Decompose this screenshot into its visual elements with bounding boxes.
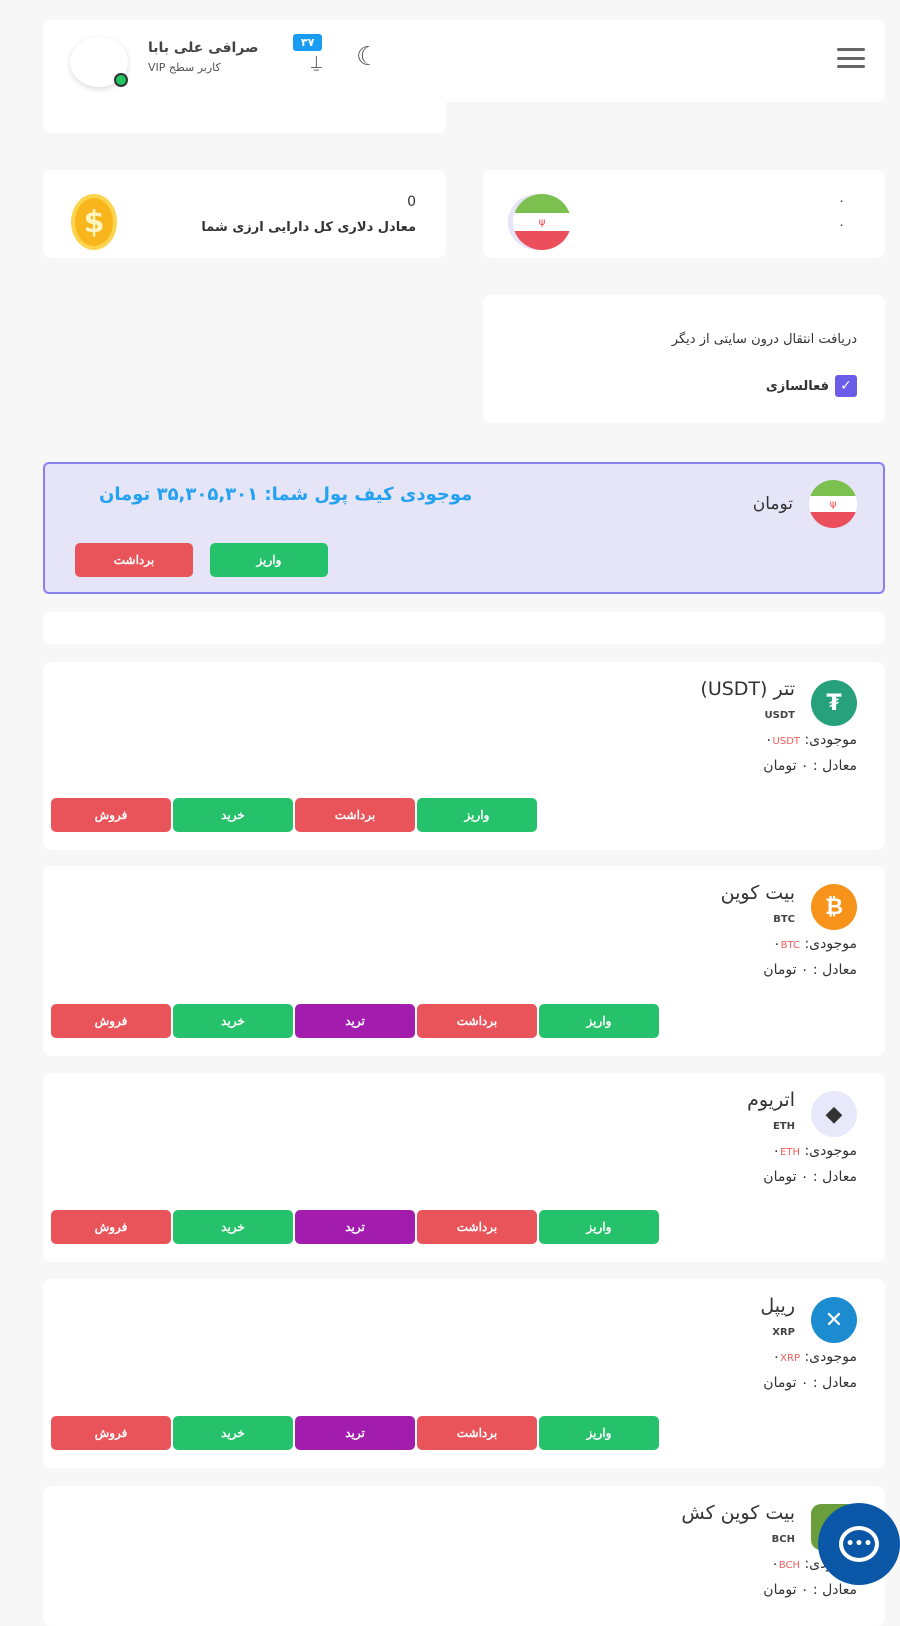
coin-card-btc: ₿ بیت کوین BTC موجودی: ۰BTC معادل : ۰ تو… bbox=[43, 866, 885, 1056]
iran-flag-icon: ψ bbox=[513, 194, 571, 250]
balance-symbol: BTC bbox=[780, 940, 801, 951]
header-bar: صرافی علی بابا کاربر سطح VIP ⍊ ۳۷ ☾ bbox=[43, 20, 885, 102]
user-name: صرافی علی بابا bbox=[148, 40, 259, 56]
coin-action-button[interactable]: واریز bbox=[417, 798, 537, 832]
coin-action-button[interactable]: ترید bbox=[295, 1210, 415, 1244]
dark-mode-icon[interactable]: ☾ bbox=[356, 42, 380, 72]
balance-label: موجودی: bbox=[804, 936, 857, 952]
checkbox-checked-icon[interactable]: ✓ bbox=[835, 375, 857, 397]
coin-equivalent: معادل : ۰ تومان bbox=[763, 1582, 857, 1598]
coin-symbol: BTC bbox=[773, 914, 795, 925]
coin-action-button[interactable]: فروش bbox=[51, 798, 171, 832]
coin-action-button[interactable]: برداشت bbox=[295, 798, 415, 832]
coin-card-usdt: ₮ تتر (USDT) USDT موجودی: ۰USDT معادل : … bbox=[43, 662, 885, 850]
coin-action-button[interactable]: خرید bbox=[173, 1416, 293, 1450]
balance-symbol: XRP bbox=[780, 1353, 801, 1364]
balance-symbol: BCH bbox=[778, 1560, 801, 1571]
coin-equivalent: معادل : ۰ تومان bbox=[763, 1375, 857, 1391]
internal-transfer-card: دریافت انتقال درون سایتی از دیگر ✓ فعالس… bbox=[483, 295, 885, 423]
avatar[interactable] bbox=[70, 37, 128, 87]
dollar-label: معادل دلاری کل دارایی ارزی شما bbox=[201, 220, 416, 235]
coin-card-xrp: ✕ ریپل XRP موجودی: ۰XRP معادل : ۰ تومان و… bbox=[43, 1279, 885, 1468]
balance-symbol: USDT bbox=[772, 736, 801, 747]
toman-deposit-button[interactable]: واریز bbox=[210, 543, 328, 577]
balance-zero: ۰ bbox=[771, 1556, 779, 1572]
toman-wallet-card: ψ تومان موجودی کیف پول شما: ۳۵,۳۰۵,۳۰۱ ت… bbox=[43, 462, 885, 594]
coin-action-button[interactable]: فروش bbox=[51, 1416, 171, 1450]
chat-bubble-icon: ••• bbox=[839, 1526, 879, 1562]
balance-label: موجودی: bbox=[804, 732, 857, 748]
toman-summary-card: ψ ۰ ۰ bbox=[483, 170, 885, 258]
online-status-icon bbox=[114, 73, 128, 87]
coin-action-button[interactable]: واریز bbox=[539, 1416, 659, 1450]
wallet-currency: تومان bbox=[752, 494, 793, 514]
coin-balance: موجودی: ۰BTC bbox=[773, 936, 857, 952]
coin-action-button[interactable]: ترید bbox=[295, 1004, 415, 1038]
coin-action-button[interactable]: واریز bbox=[539, 1004, 659, 1038]
coin-symbol: BCH bbox=[771, 1534, 795, 1545]
usdt-logo-icon: ₮ bbox=[811, 680, 857, 726]
coin-action-button[interactable]: برداشت bbox=[417, 1416, 537, 1450]
coin-card-bch: بیت کوین کش BCH موجودی: ۰BCH معادل : ۰ ت… bbox=[43, 1486, 885, 1626]
btc-logo-icon: ₿ bbox=[811, 884, 857, 930]
xrp-logo-icon: ✕ bbox=[811, 1297, 857, 1343]
empty-card bbox=[43, 612, 885, 644]
coin-action-button[interactable]: واریز bbox=[539, 1210, 659, 1244]
toman-withdraw-button[interactable]: برداشت bbox=[75, 543, 193, 577]
support-chat-button[interactable]: ••• bbox=[818, 1503, 900, 1585]
coin-name: بیت کوین کش bbox=[681, 1502, 795, 1524]
notification-count: ۳۷ bbox=[293, 34, 323, 51]
coin-action-button[interactable]: فروش bbox=[51, 1210, 171, 1244]
toman-summary-value-2: ۰ bbox=[838, 218, 845, 233]
balance-label: موجودی: bbox=[804, 1349, 857, 1365]
coin-action-button[interactable]: خرید bbox=[173, 1004, 293, 1038]
transfer-title: دریافت انتقال درون سایتی از دیگر bbox=[671, 332, 857, 347]
dollar-summary-card: $ 0 معادل دلاری کل دارایی ارزی شما bbox=[43, 170, 446, 258]
notification-button[interactable]: ⍊ ۳۷ bbox=[293, 34, 343, 74]
balance-symbol: ETH bbox=[780, 1147, 801, 1158]
coin-symbol: XRP bbox=[772, 1327, 795, 1338]
coin-equivalent: معادل : ۰ تومان bbox=[763, 758, 857, 774]
coin-action-button[interactable]: خرید bbox=[173, 1210, 293, 1244]
coin-action-button[interactable]: برداشت bbox=[417, 1210, 537, 1244]
coin-symbol: USDT bbox=[764, 710, 795, 721]
coin-symbol: ETH bbox=[772, 1121, 795, 1132]
balance-label: موجودی: bbox=[804, 1143, 857, 1159]
coin-name: ریپل bbox=[760, 1295, 795, 1317]
balance-zero: ۰ bbox=[773, 936, 781, 952]
coin-card-eth: ◆ اتریوم ETH موجودی: ۰ETH معادل : ۰ توما… bbox=[43, 1073, 885, 1262]
coin-balance: موجودی: ۰XRP bbox=[773, 1349, 857, 1365]
coin-action-button[interactable]: برداشت bbox=[417, 1004, 537, 1038]
coin-name: بیت کوین bbox=[720, 882, 795, 904]
iran-flag-icon: ψ bbox=[809, 480, 857, 528]
activation-label: فعالسازی bbox=[765, 378, 829, 394]
bell-icon: ⍊ bbox=[311, 52, 322, 73]
eth-logo-icon: ◆ bbox=[811, 1091, 857, 1137]
toman-summary-value-1: ۰ bbox=[838, 194, 845, 209]
dollar-value: 0 bbox=[407, 194, 416, 210]
coin-action-button[interactable]: ترید bbox=[295, 1416, 415, 1450]
balance-zero: ۰ bbox=[772, 1143, 781, 1159]
coin-action-button[interactable]: فروش bbox=[51, 1004, 171, 1038]
activation-checkbox[interactable]: ✓ فعالسازی bbox=[766, 375, 857, 397]
menu-icon[interactable] bbox=[837, 48, 865, 68]
balance-zero: ۰ bbox=[765, 732, 773, 748]
coin-equivalent: معادل : ۰ تومان bbox=[763, 1169, 857, 1185]
balance-zero: ۰ bbox=[772, 1349, 781, 1365]
coin-balance: موجودی: ۰ETH bbox=[773, 1143, 857, 1159]
coin-name: تتر (USDT) bbox=[700, 678, 795, 700]
coin-balance: موجودی: ۰USDT bbox=[765, 732, 857, 748]
wallet-balance: موجودی کیف پول شما: ۳۵,۳۰۵,۳۰۱ تومان bbox=[99, 484, 473, 505]
coin-name: اتریوم bbox=[747, 1089, 795, 1111]
coin-action-button[interactable]: خرید bbox=[173, 798, 293, 832]
coin-equivalent: معادل : ۰ تومان bbox=[763, 962, 857, 978]
coin-dollar-icon: $ bbox=[71, 194, 117, 250]
user-level: کاربر سطح VIP bbox=[148, 61, 221, 74]
